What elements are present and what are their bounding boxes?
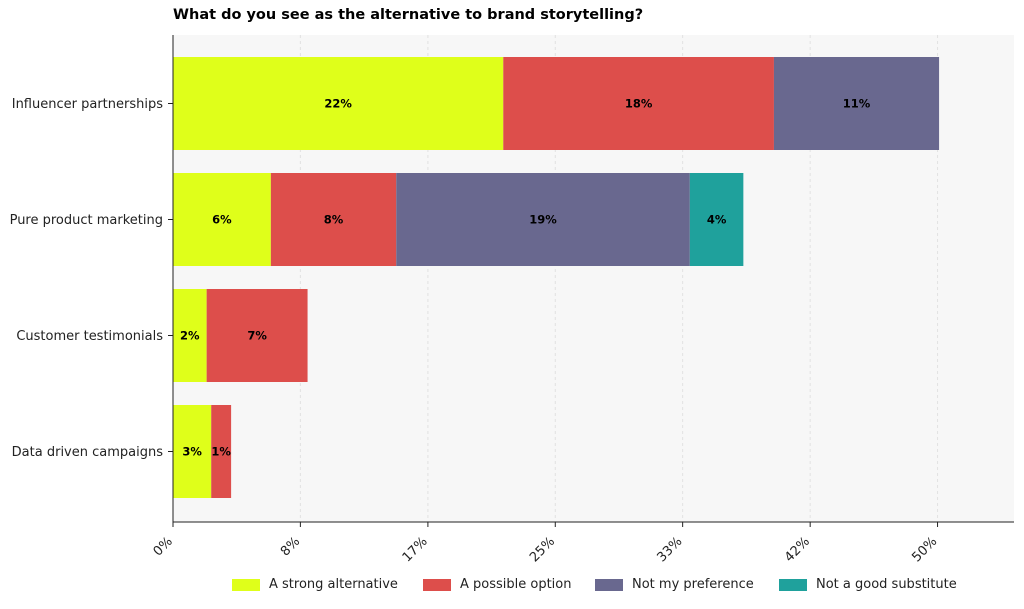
x-tick-label: 33% (654, 534, 685, 565)
legend-label: Not a good substitute (816, 577, 957, 592)
y-tick-label: Influencer partnerships (12, 97, 163, 112)
y-tick-label: Customer testimonials (16, 329, 163, 344)
bar-segment (689, 173, 744, 266)
bar-segment (503, 57, 774, 150)
bar-segment (173, 405, 212, 498)
x-tick-label: 25% (527, 534, 558, 565)
bar-segment (396, 173, 690, 266)
x-tick-label: 17% (400, 534, 431, 565)
x-tick-label: 42% (782, 534, 813, 565)
x-tick-label: 50% (909, 534, 940, 565)
legend: A strong alternative A possible option Not… (0, 577, 1024, 597)
data-label: 19% (529, 213, 557, 227)
y-tick-label: Data driven campaigns (12, 445, 164, 460)
data-label: 18% (625, 97, 653, 111)
bar-segment (173, 173, 271, 266)
legend-label: Not my preference (632, 577, 754, 592)
legend-label: A strong alternative (269, 577, 398, 592)
legend-item: Not my preference (595, 577, 754, 592)
legend-swatch (232, 578, 260, 591)
legend-item: Not a good substitute (779, 577, 957, 592)
legend-item: A strong alternative (232, 577, 398, 592)
bar-segment (211, 405, 232, 498)
legend-swatch (779, 578, 807, 591)
data-label: 6% (212, 213, 232, 227)
bar-segment (173, 289, 207, 382)
data-label: 1% (211, 445, 231, 459)
data-label: 22% (324, 97, 352, 111)
data-label: 8% (324, 213, 344, 227)
bar-segment (270, 173, 397, 266)
legend-swatch (595, 578, 623, 591)
x-tick-label: 8% (278, 534, 303, 559)
y-tick-label: Pure product marketing (10, 213, 163, 228)
data-label: 4% (707, 213, 727, 227)
x-tick-label: 0% (151, 534, 176, 559)
data-label: 11% (843, 97, 871, 111)
bar-segment (206, 289, 308, 382)
data-label: 2% (180, 329, 200, 343)
legend-label: A possible option (460, 577, 572, 592)
bar-segment (173, 57, 504, 150)
legend-item: A possible option (423, 577, 572, 592)
chart-title: What do you see as the alternative to br… (173, 7, 644, 23)
data-label: 3% (182, 445, 202, 459)
legend-swatch (423, 578, 451, 591)
data-label: 7% (247, 329, 267, 343)
bar-segment (773, 57, 940, 150)
